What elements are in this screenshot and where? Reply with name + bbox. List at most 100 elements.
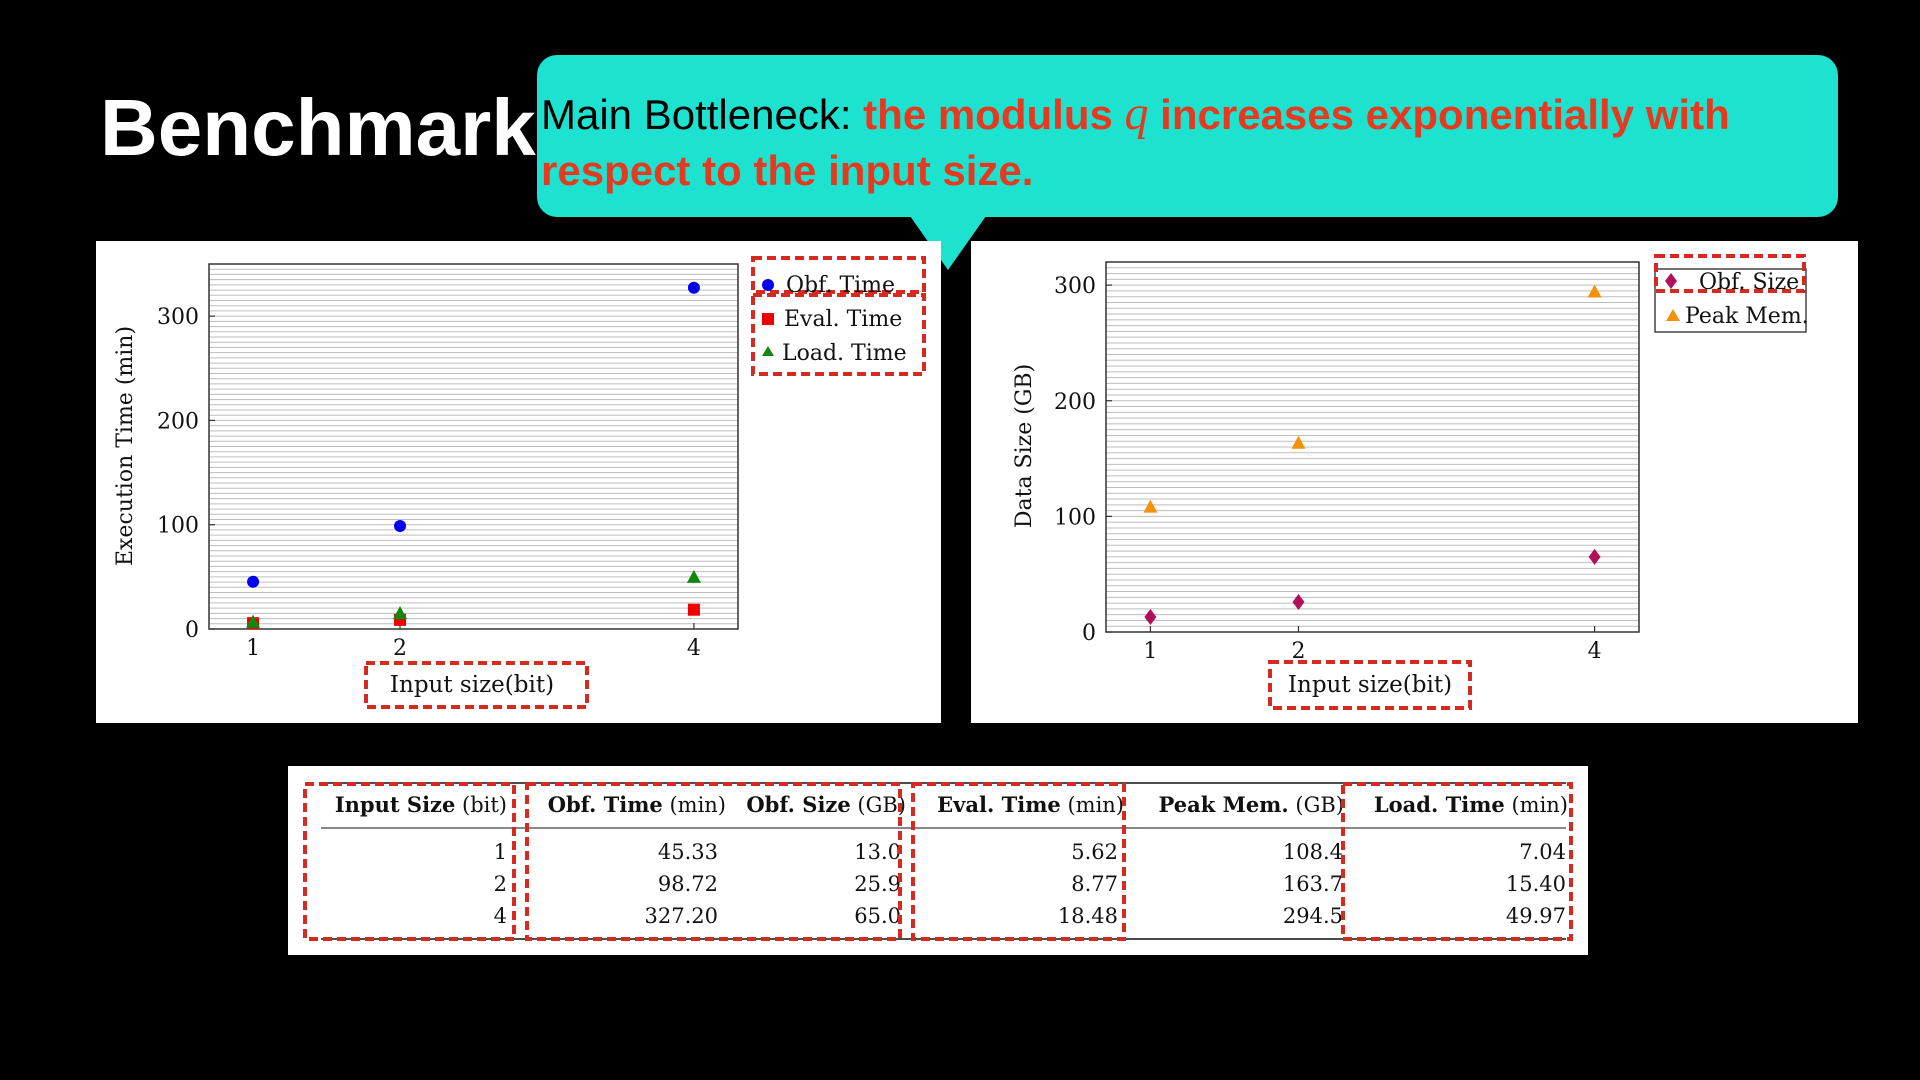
table-cell: 8.77: [1071, 872, 1118, 896]
legend-annotation-box: [751, 256, 926, 294]
y-axis-label: Data Size (GB): [1012, 364, 1037, 528]
table-cell: 13.0: [854, 840, 901, 864]
table-cell: 1: [494, 840, 507, 864]
legend-marker-eval-time: [762, 313, 774, 325]
table-header-cell: Obf. Size (GB): [746, 792, 906, 817]
table-cell: 4: [494, 904, 507, 928]
legend-frame: [1654, 268, 1807, 333]
legend: Obf. Time Eval. Time Load. Time: [751, 256, 926, 376]
y-tick-label: 100: [1054, 505, 1096, 530]
table-header-unit: (bit): [455, 793, 507, 817]
legend-label-load-time: Load. Time: [782, 341, 907, 366]
table-header-unit: (min): [1061, 793, 1124, 817]
data-point-obf-time: [394, 520, 407, 533]
legend-marker-load-time: [762, 346, 774, 356]
x-tick-label: 4: [1588, 639, 1602, 664]
data-point-obf-size: [1588, 548, 1601, 565]
legend-annotation-box: [751, 293, 926, 376]
chart-grid: [1106, 267, 1639, 627]
table-cell: 49.97: [1506, 904, 1566, 928]
legend-marker-obf-time: [762, 279, 774, 291]
legend-marker-obf-size: [1665, 273, 1677, 289]
x-tick-label: 1: [1143, 639, 1157, 664]
chart-grid: [209, 268, 738, 625]
slide-title: Benchmark: [100, 83, 536, 172]
table-header-name: Obf. Time: [548, 792, 663, 817]
benchmark-table-panel: Input Size (bit) Obf. Time (min) Obf. Size…: [288, 766, 1588, 955]
y-tick-label: 200: [1054, 390, 1096, 415]
tick-labels: 0 100 200 300 1 2 4: [1054, 274, 1602, 664]
data-point-load-time: [246, 614, 261, 628]
table-cell: 25.9: [854, 872, 901, 896]
table-annotation-box: [911, 782, 1126, 941]
data-point-obf-time: [247, 575, 260, 588]
table-cell: 45.33: [658, 840, 718, 864]
table-header-name: Peak Mem.: [1159, 792, 1289, 817]
table-header-cell: Obf. Time (min): [548, 792, 726, 817]
data-point-peak-mem: [1291, 435, 1306, 449]
table-header-cell: Peak Mem. (GB): [1159, 792, 1344, 817]
y-tick-label: 0: [185, 618, 199, 643]
y-axis-label: Execution Time (min): [113, 326, 138, 566]
y-tick-label: 300: [157, 305, 199, 330]
data-point-load-time: [686, 569, 701, 583]
table-header-name: Input Size: [335, 792, 455, 817]
table-cell: 18.48: [1058, 904, 1118, 928]
execution-time-chart: 0 100 200 300 1 2 4 Execution Time (min) Input…: [113, 256, 926, 709]
table-cell: 327.20: [645, 904, 718, 928]
legend: Obf. Size Peak Mem.: [1654, 254, 1809, 333]
table-header-name: Load. Time: [1374, 792, 1505, 817]
execution-time-chart-panel: 0 100 200 300 1 2 4 Execution Time (min) Input…: [96, 241, 941, 723]
x-tick-label: 2: [393, 636, 407, 661]
legend-label-obf-size: Obf. Size: [1699, 270, 1799, 295]
callout-box: [537, 55, 1838, 217]
plot-frame: [1105, 261, 1640, 633]
callout-highlight-2: increases exponentially with respect to …: [541, 91, 1730, 194]
table-header-cell: Load. Time (min): [1374, 792, 1568, 817]
xlabel-annotation-box: [1268, 660, 1472, 710]
table-cell: 15.40: [1506, 872, 1566, 896]
y-tick-label: 300: [1054, 274, 1096, 299]
data-size-chart: 0 100 200 300 1 2 4 Data Size (GB) Input size(…: [1012, 254, 1809, 710]
table-annotation-box: [525, 782, 902, 941]
data-point-load-time: [393, 605, 408, 619]
table-header-name: Obf. Size: [746, 792, 850, 817]
callout-highlight-1: the modulus: [863, 91, 1125, 138]
data-point-obf-size: [1144, 608, 1157, 625]
table-header-unit: (min): [1505, 793, 1568, 817]
table-cell: 98.72: [658, 872, 718, 896]
table-cell: 108.4: [1283, 840, 1343, 864]
x-tick-label: 2: [1291, 639, 1305, 664]
data-point-obf-time: [687, 281, 700, 294]
callout-text: Main Bottleneck: the modulus q increases…: [541, 86, 1831, 199]
table-cell: 7.04: [1519, 840, 1566, 864]
x-tick-label: 1: [246, 636, 260, 661]
data-point-eval-time: [687, 603, 700, 616]
callout-prefix: Main Bottleneck:: [541, 91, 864, 138]
tick-labels: 0 100 200 300 1 2 4: [157, 305, 701, 661]
data-point-peak-mem: [1143, 499, 1158, 513]
table-header-unit: (GB): [851, 793, 906, 817]
data-point-peak-mem: [1587, 284, 1602, 298]
table-header-name: Eval. Time: [937, 792, 1061, 817]
table-cell: 5.62: [1071, 840, 1118, 864]
table-cell: 294.5: [1283, 904, 1343, 928]
table-annotation-box: [303, 782, 516, 941]
table-cell: 2: [494, 872, 507, 896]
table-header-unit: (min): [663, 793, 726, 817]
legend-annotation-box: [1654, 254, 1806, 293]
x-tick-label: 4: [687, 636, 701, 661]
table-header-cell: Eval. Time (min): [937, 792, 1124, 817]
table-annotation-boxes: [303, 782, 1573, 941]
table-header-cell: Input Size (bit): [335, 792, 507, 817]
benchmark-table: Input Size (bit) Obf. Time (min) Obf. Size…: [303, 782, 1573, 941]
table-cell: 163.7: [1283, 872, 1343, 896]
y-tick-label: 100: [157, 514, 199, 539]
table-header-unit: (GB): [1289, 793, 1344, 817]
table-annotation-box: [1341, 782, 1573, 941]
data-point-obf-size: [1292, 594, 1305, 611]
plot-frame: [208, 263, 739, 630]
x-axis-label: Input size(bit): [390, 672, 554, 698]
data-marks: [1143, 284, 1602, 625]
data-marks: [246, 281, 701, 630]
